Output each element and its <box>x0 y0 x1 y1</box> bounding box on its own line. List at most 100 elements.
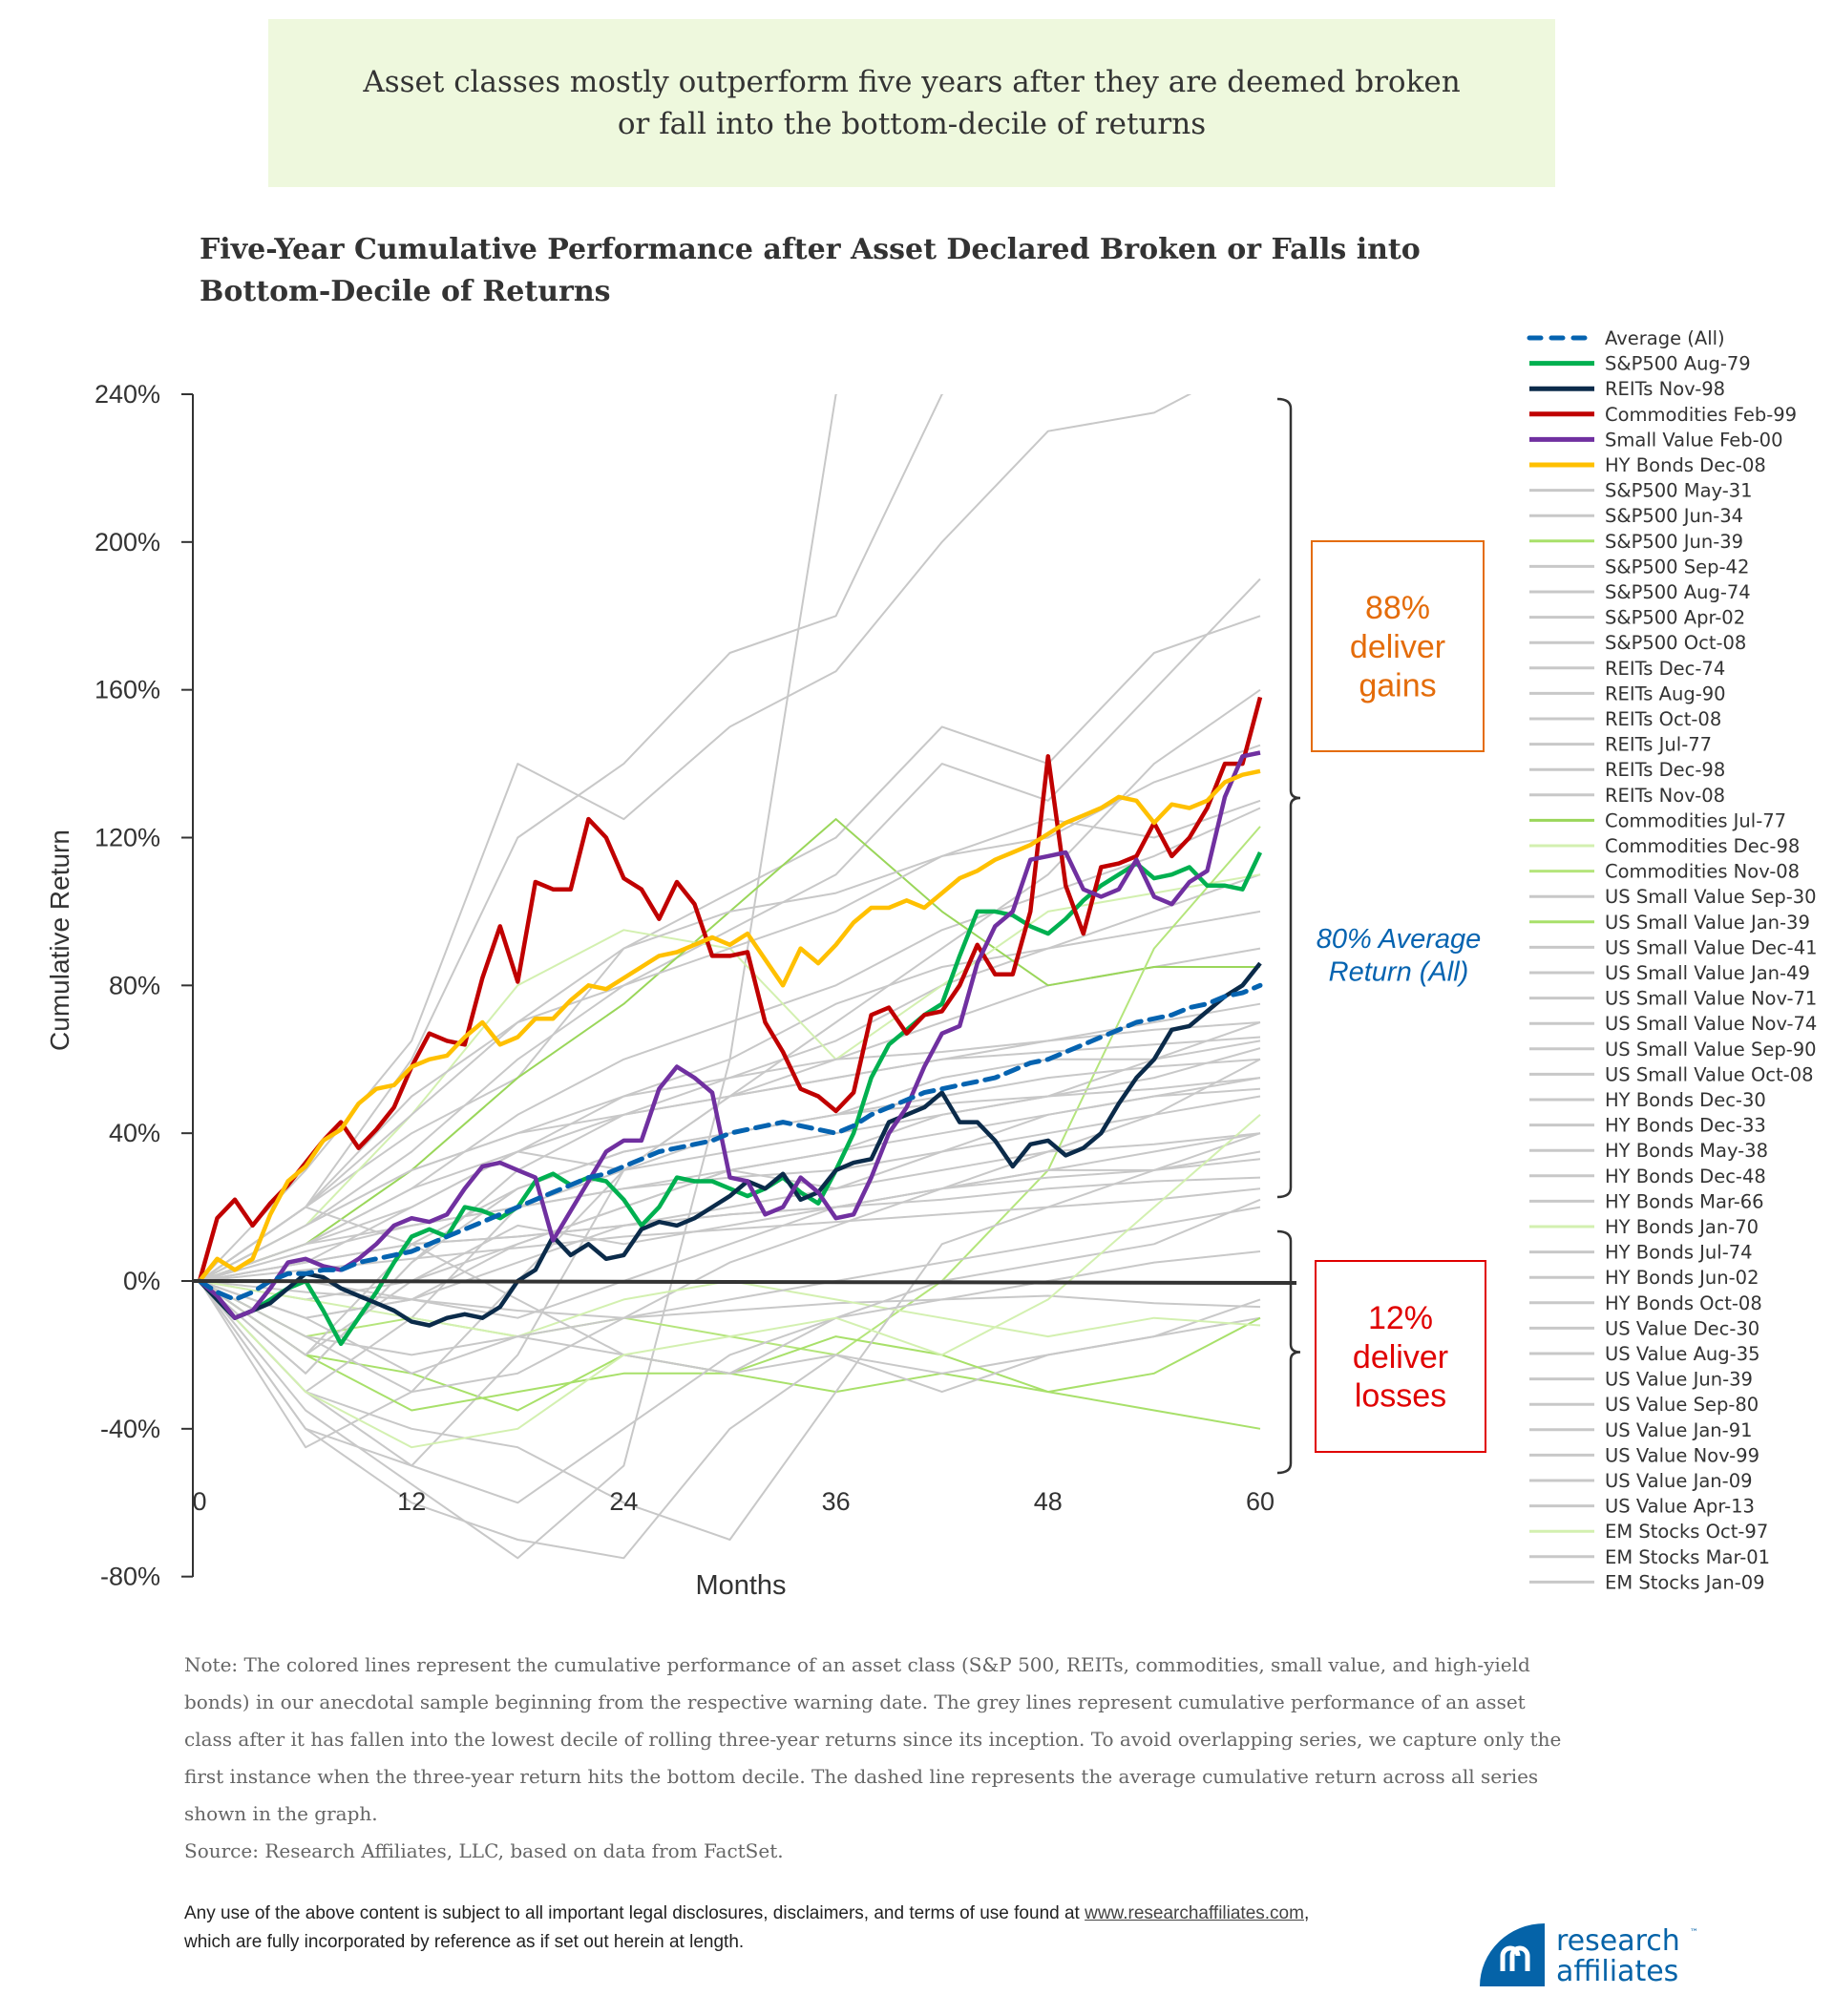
legend-item-s-p500-sep-42: S&P500 Sep-42 <box>1529 556 1749 578</box>
y-tick-label: 0% <box>123 1267 160 1295</box>
legend-label: US Value Jan-91 <box>1605 1419 1753 1441</box>
series-line-us-value-jan-91 <box>199 1021 1261 1282</box>
legend-item-hy-bonds-may-38: HY Bonds May-38 <box>1529 1140 1768 1162</box>
legend-item-us-small-value-jan-39: US Small Value Jan-39 <box>1529 912 1810 934</box>
y-tick-label: 120% <box>95 824 160 852</box>
legend-label: EM Stocks Jan-09 <box>1605 1571 1765 1593</box>
legend-item-s-p500-may-31: S&P500 May-31 <box>1529 480 1753 502</box>
legend-item-s-p500-apr-02: S&P500 Apr-02 <box>1529 607 1745 629</box>
legend-item-us-value-nov-99: US Value Nov-99 <box>1529 1444 1759 1466</box>
series-line-us-value-jun-39 <box>199 1206 1261 1356</box>
series-line-us-small-value-oct-08 <box>199 1047 1261 1394</box>
legend-label: US Small Value Sep-30 <box>1605 886 1817 908</box>
legend-label: REITs Jul-77 <box>1605 734 1712 756</box>
legend-item-reits-nov-08: REITs Nov-08 <box>1529 785 1725 807</box>
x-tick-label: 0 <box>192 1487 206 1516</box>
legend-label: US Small Value Nov-71 <box>1605 988 1817 1010</box>
logo-text-research: research <box>1556 1924 1680 1958</box>
series-line-us-value-dec-30 <box>199 1250 1261 1504</box>
legend-item-average-all: Average (All) <box>1527 327 1725 349</box>
y-tick-label: 80% <box>109 971 160 999</box>
legend-label: HY Bonds Jul-74 <box>1605 1242 1753 1264</box>
legend-label: HY Bonds Jun-02 <box>1605 1267 1759 1289</box>
legend-label: US Value Jan-09 <box>1605 1470 1753 1492</box>
x-tick-label: 36 <box>822 1487 851 1516</box>
legend-label: HY Bonds Mar-66 <box>1605 1190 1764 1212</box>
line-chart: 240% 200% 160% 120% 80% 40% 0% -40% -80% 0 12 24 36 4… <box>45 327 1818 1601</box>
legend-label: S&P500 Jun-39 <box>1605 531 1743 553</box>
chart-note: Note: The colored lines represent the cu… <box>184 1647 1578 1870</box>
series-line-hy-bonds-mar-66 <box>199 1280 1261 1319</box>
legend-label: HY Bonds Jan-70 <box>1605 1216 1759 1238</box>
series-line-em-stocks-oct-97 <box>199 1114 1261 1449</box>
legend-item-hy-bonds-jul-74: HY Bonds Jul-74 <box>1529 1242 1753 1264</box>
legend-label: US Value Aug-35 <box>1605 1343 1760 1365</box>
footer-text-after: , which are fully incorporated by refere… <box>184 1903 1310 1952</box>
legend-item-us-small-value-nov-74: US Small Value Nov-74 <box>1529 1013 1817 1035</box>
legend-label: HY Bonds Dec-08 <box>1605 454 1766 476</box>
legend-item-s-p500-aug-74: S&P500 Aug-74 <box>1529 581 1751 603</box>
legend-item-em-stocks-mar-01: EM Stocks Mar-01 <box>1529 1546 1770 1568</box>
gains-box <box>1311 540 1485 752</box>
series-line-s-p500-jun-34 <box>199 394 944 1282</box>
legend-label: Commodities Dec-98 <box>1605 835 1800 857</box>
headline-text: Asset classes mostly outperform five yea… <box>363 65 1461 141</box>
average-annotation: 80% Average Return (All) <box>1317 924 1482 988</box>
website-link[interactable]: www.researchaffiliates.com <box>1085 1903 1304 1923</box>
legend-label: S&P500 Jun-34 <box>1605 505 1743 527</box>
losses-bracket <box>1276 1229 1301 1475</box>
legend-label: S&P500 Aug-74 <box>1605 581 1751 603</box>
legend-item-em-stocks-jan-09: EM Stocks Jan-09 <box>1529 1571 1765 1593</box>
legend-label: Average (All) <box>1605 327 1725 349</box>
note-text: Note: The colored lines represent the cu… <box>184 1653 1562 1825</box>
gains-annotation: 88% deliver gains <box>1311 540 1485 752</box>
legend-item-hy-bonds-oct-08: HY Bonds Oct-08 <box>1529 1292 1762 1314</box>
legend-label: REITs Aug-90 <box>1605 682 1726 704</box>
losses-box <box>1315 1260 1486 1453</box>
y-tick-label: 240% <box>95 380 160 409</box>
legend-item-commodities-feb-99: Commodities Feb-99 <box>1529 404 1797 426</box>
legend-item-commodities-nov-08: Commodities Nov-08 <box>1529 861 1800 883</box>
legend-item-us-value-jan-91: US Value Jan-91 <box>1529 1419 1753 1441</box>
series-line-s-p500-sep-42 <box>199 394 1192 1282</box>
legend-label: HY Bonds Dec-33 <box>1605 1115 1766 1137</box>
series-line-hy-bonds-dec-48 <box>199 1187 1261 1282</box>
series-line-commodities-nov-08 <box>199 826 1261 1356</box>
series-line-reits-nov-98 <box>198 961 1262 1328</box>
legend-item-hy-bonds-jan-70: HY Bonds Jan-70 <box>1529 1216 1759 1238</box>
footer-text-before: Any use of the above content is subject … <box>184 1903 1085 1923</box>
legend-label: US Value Sep-80 <box>1605 1394 1759 1416</box>
gains-text: 88% deliver gains <box>1350 590 1445 704</box>
losses-text: 12% deliver losses <box>1353 1300 1448 1415</box>
legend-item-em-stocks-oct-97: EM Stocks Oct-97 <box>1529 1521 1768 1543</box>
y-tick-label: 40% <box>109 1119 160 1147</box>
source-text: Source: Research Affiliates, LLC, based … <box>184 1839 784 1862</box>
legend-item-us-small-value-dec-41: US Small Value Dec-41 <box>1529 936 1818 958</box>
legend-label: US Value Jun-39 <box>1605 1369 1753 1391</box>
logo-monogram-icon <box>1500 1945 1530 1971</box>
series-line-hy-bonds-dec-08 <box>198 768 1261 1283</box>
series-line-us-value-aug-35 <box>199 1198 1261 1375</box>
legend-label: S&P500 Apr-02 <box>1605 607 1745 629</box>
y-tick-label: 200% <box>95 528 160 556</box>
legend-item-commodities-dec-98: Commodities Dec-98 <box>1529 835 1800 857</box>
legend-label: US Value Dec-30 <box>1605 1317 1759 1339</box>
legend-item-hy-bonds-dec-48: HY Bonds Dec-48 <box>1529 1166 1766 1187</box>
legend-item-reits-oct-08: REITs Oct-08 <box>1529 708 1721 730</box>
legend-item-hy-bonds-dec-33: HY Bonds Dec-33 <box>1529 1115 1766 1137</box>
legend-label: US Small Value Sep-90 <box>1605 1039 1817 1060</box>
series-line-hy-bonds-dec-30 <box>199 1132 1261 1541</box>
losses-annotation: 12% deliver losses <box>1315 1260 1486 1453</box>
legend-item-s-p500-aug-79: S&P500 Aug-79 <box>1529 353 1751 375</box>
legend-label: Small Value Feb-00 <box>1605 429 1782 451</box>
legend-label: S&P500 Aug-79 <box>1605 353 1751 375</box>
y-tick-label: -40% <box>100 1415 160 1443</box>
legend-label: HY Bonds Oct-08 <box>1605 1292 1762 1314</box>
legend-item-hy-bonds-dec-30: HY Bonds Dec-30 <box>1529 1089 1766 1111</box>
series-line-us-small-value-dec-41 <box>199 744 1261 1282</box>
legend-label: US Value Nov-99 <box>1605 1444 1759 1466</box>
legend-label: EM Stocks Oct-97 <box>1605 1521 1768 1543</box>
series-line-s-p500-aug-74 <box>199 578 1261 1282</box>
legend-item-us-value-dec-30: US Value Dec-30 <box>1529 1317 1759 1339</box>
legend-label: HY Bonds Dec-48 <box>1605 1166 1766 1187</box>
